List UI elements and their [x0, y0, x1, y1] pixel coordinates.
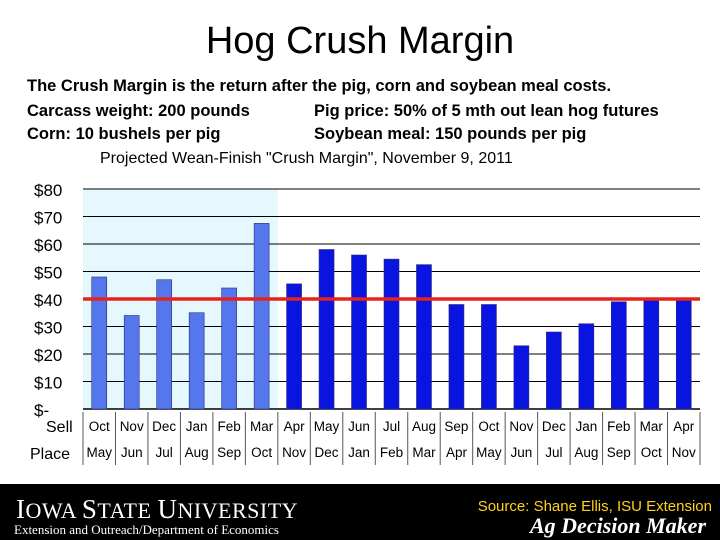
sell-month-label: Oct	[89, 419, 110, 434]
sell-month-label: Apr	[284, 419, 306, 434]
sell-month-label: Nov	[509, 419, 533, 434]
y-tick-label: $40	[34, 291, 62, 310]
bar	[383, 258, 400, 410]
bar	[156, 279, 172, 410]
bar	[513, 345, 530, 410]
slide-title: Hog Crush Margin	[205, 20, 515, 62]
sell-month-label: Apr	[673, 419, 695, 434]
corn-amount: Corn: 10 bushels per pig	[27, 125, 221, 143]
place-month-label: Oct	[641, 445, 662, 460]
description-line: The Crush Margin is the return after the…	[27, 77, 612, 95]
place-month-label: Jul	[156, 445, 173, 460]
place-month-label: Jun	[511, 445, 533, 460]
bar	[286, 283, 302, 410]
soybean-meal-amount: Soybean meal: 150 pounds per pig	[314, 125, 587, 143]
place-month-label: Dec	[315, 445, 339, 460]
place-month-label: Aug	[574, 445, 598, 460]
place-month-label: Jan	[348, 445, 370, 460]
place-month-label: Nov	[282, 445, 306, 460]
sell-month-label: Aug	[412, 419, 436, 434]
department-text: Extension and Outreach/Department of Eco…	[14, 522, 279, 537]
bar	[448, 304, 465, 410]
footer-bar	[0, 484, 720, 540]
iowa-state-university-logo: IOWA STATE UNIVERSITY	[16, 494, 299, 524]
bar	[546, 331, 562, 410]
sell-month-label: Dec	[152, 419, 176, 434]
bar	[675, 300, 692, 410]
chart-title: Projected Wean-Finish "Crush Margin", No…	[100, 150, 513, 167]
y-tick-label: $60	[34, 236, 62, 255]
place-month-label: Apr	[446, 445, 468, 460]
sell-month-label: Sep	[444, 419, 468, 434]
sell-month-label: Jun	[348, 419, 370, 434]
bar	[643, 300, 660, 410]
sell-month-label: Oct	[478, 419, 499, 434]
y-tick-label: $80	[34, 181, 62, 200]
bar	[481, 304, 497, 410]
sell-row-label: Sell	[46, 419, 73, 436]
place-row-label: Place	[30, 446, 70, 463]
place-month-label: Sep	[607, 445, 631, 460]
y-tick-label: $30	[34, 319, 62, 338]
place-month-label: Oct	[251, 445, 272, 460]
sell-month-label: Jan	[186, 419, 208, 434]
place-month-label: Feb	[380, 445, 403, 460]
bar	[91, 276, 108, 410]
y-tick-label: $70	[34, 209, 62, 228]
place-month-label: Jul	[545, 445, 562, 460]
bar	[253, 223, 270, 410]
sell-month-label: Feb	[607, 419, 630, 434]
y-tick-label: $50	[34, 264, 62, 283]
ag-decision-maker-logo: Ag Decision Maker	[530, 513, 706, 538]
sell-month-label: Feb	[217, 419, 240, 434]
place-month-label: Aug	[185, 445, 209, 460]
sell-month-label: Dec	[542, 419, 566, 434]
place-month-label: Mar	[412, 445, 436, 460]
bar	[123, 315, 140, 410]
sell-month-label: Nov	[120, 419, 144, 434]
y-tick-label: $20	[34, 346, 62, 365]
sell-month-label: Jul	[383, 419, 400, 434]
bar	[578, 323, 595, 410]
place-month-label: Sep	[217, 445, 241, 460]
bar	[188, 312, 205, 410]
crush-margin-bar-chart: $- $10 $20 $30 $40 $50 $60 $70 $80 Sell Place Oct Ma…	[30, 181, 701, 465]
bar	[318, 249, 335, 410]
place-month-label: May	[476, 445, 502, 460]
place-month-label: Jun	[121, 445, 143, 460]
sell-month-label: Jan	[575, 419, 597, 434]
carcass-weight: Carcass weight: 200 pounds	[27, 102, 250, 120]
place-month-label: May	[86, 445, 112, 460]
source-text: Source: Shane Ellis, ISU Extension	[477, 498, 712, 515]
y-tick-label: $-	[34, 401, 49, 420]
bar	[351, 254, 367, 410]
pig-price: Pig price: 50% of 5 mth out lean hog fut…	[314, 102, 659, 120]
bar	[611, 301, 627, 410]
bar	[416, 264, 432, 410]
sell-month-label: May	[314, 419, 340, 434]
sell-month-label: Mar	[250, 419, 274, 434]
place-month-label: Nov	[672, 445, 696, 460]
bar	[221, 287, 237, 410]
y-tick-label: $10	[34, 374, 62, 393]
sell-month-label: Mar	[640, 419, 664, 434]
